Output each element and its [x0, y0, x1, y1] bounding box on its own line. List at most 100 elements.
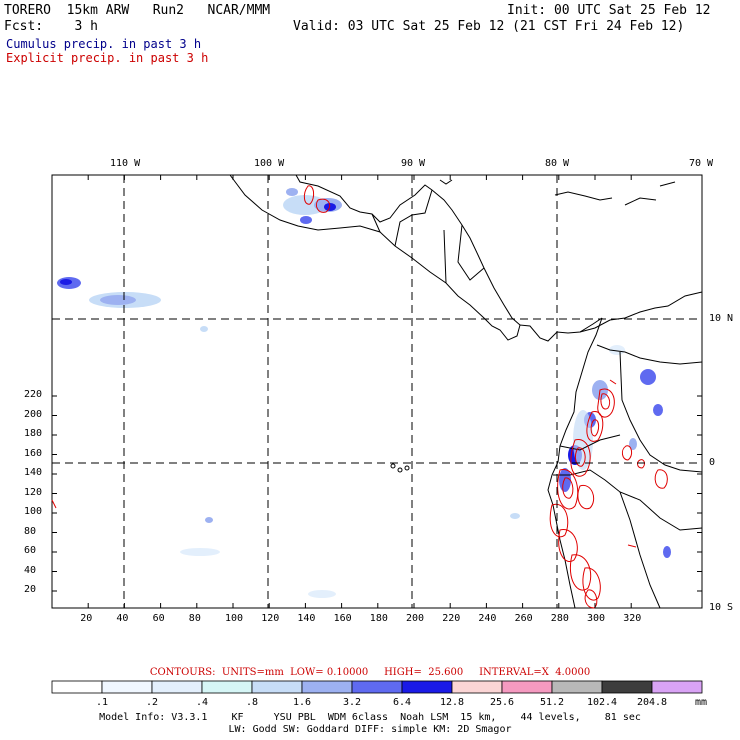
- coastline-caribbean-3: [624, 197, 657, 206]
- contour-info: CONTOURS: UNITS=mm LOW= 0.10000 HIGH= 25…: [149, 667, 591, 678]
- colorbar-swatch: [201, 680, 253, 694]
- precip-cell: [308, 590, 336, 598]
- contour: [303, 185, 315, 205]
- y-tick-label: 180: [24, 428, 43, 439]
- precip-cell: [205, 517, 213, 523]
- galapagos-2: [397, 467, 403, 473]
- contour: [590, 419, 600, 437]
- precip-cell: [510, 513, 520, 519]
- colorbar-swatch: [651, 680, 703, 694]
- galapagos-3: [404, 465, 410, 471]
- contour: [609, 379, 617, 385]
- model-title: TORERO 15km ARW Run2 NCAR/MMM: [4, 3, 271, 18]
- precip-cell: [573, 410, 593, 470]
- coastline-gulf: [295, 174, 521, 326]
- precip-cell: [180, 548, 220, 556]
- contour: [600, 393, 611, 410]
- y-tick-label: 20: [24, 584, 37, 595]
- y-tick-label: 200: [24, 408, 43, 420]
- latlon-grid: [52, 175, 702, 608]
- lon-label-90w: 90 W: [401, 158, 426, 169]
- border-1: [371, 213, 381, 233]
- colorbar-swatch: [401, 680, 453, 694]
- contour: [557, 469, 579, 510]
- x-tick-label: 300: [587, 613, 606, 624]
- precip-cell: [60, 279, 72, 285]
- x-tick-label: 180: [369, 613, 388, 624]
- contour: [574, 447, 586, 467]
- x-tick-label: 240: [478, 613, 497, 624]
- lon-label-110w: 110 W: [110, 158, 141, 169]
- x-tick-label: 100: [225, 613, 244, 624]
- coastline-caribbean-2: [554, 191, 613, 201]
- coastline-sa-pacific: [547, 317, 603, 609]
- lat-label-10n: 10 N: [709, 313, 734, 324]
- precip-cell: [653, 404, 663, 416]
- explicit-legend-label: Explicit precip. in past 3 h: [6, 51, 209, 65]
- colorbar-swatch: [601, 680, 653, 694]
- y-tick-label: 220: [24, 389, 43, 400]
- precip-cell: [283, 195, 327, 215]
- precip-shading: [57, 188, 671, 598]
- y-tick-label: 140: [24, 467, 43, 478]
- x-tick-label: 320: [623, 613, 642, 624]
- contour: [315, 198, 331, 213]
- contour: [584, 589, 598, 609]
- colorbar-label: 25.6: [489, 697, 515, 708]
- forecast-hour: Fcst: 3 h: [4, 19, 98, 34]
- y-tick-label: 40: [24, 564, 37, 576]
- colorbar-label: .8: [245, 697, 259, 708]
- precip-cell: [200, 326, 208, 332]
- lat-label-10s: 10 S: [709, 602, 734, 613]
- x-ticks: [87, 175, 632, 608]
- border-9: [619, 491, 661, 609]
- border-5: [596, 344, 703, 365]
- x-tick-label: 160: [333, 613, 352, 624]
- x-tick-label: 20: [80, 613, 93, 624]
- border-7: [559, 434, 621, 451]
- precip-cell: [559, 468, 571, 492]
- colorbar: [51, 680, 703, 694]
- model-info-line2: LW: Godd SW: Goddard DIFF: simple KM: 2D…: [228, 724, 512, 735]
- border-3: [443, 229, 447, 284]
- colorbar-unit: mm: [695, 697, 708, 708]
- colorbar-label: 204.8: [636, 697, 668, 708]
- colorbar-swatch: [101, 680, 153, 694]
- valid-time: Valid: 03 UTC Sat 25 Feb 12 (21 CST Fri …: [293, 19, 685, 34]
- contour: [51, 499, 57, 509]
- galapagos-1: [390, 463, 396, 469]
- y-tick-label: 80: [24, 525, 37, 537]
- model-info-line1: Model Info: V3.3.1 KF YSU PBL WDM 6class…: [99, 712, 641, 723]
- border-4: [457, 224, 485, 281]
- contour: [577, 484, 595, 510]
- contour: [570, 554, 592, 591]
- x-tick-label: 60: [152, 613, 165, 624]
- lon-label-70w: 70 W: [689, 158, 714, 169]
- precip-cell: [609, 345, 625, 355]
- y-tick-label: 100: [24, 506, 43, 517]
- y-tick-label: 60: [24, 545, 37, 556]
- cumulus-legend-label: Cumulus precip. in past 3 h: [6, 37, 202, 51]
- coastline-mexico-pacific: [229, 174, 603, 342]
- colorbar-label: 12.8: [439, 697, 465, 708]
- coastline-sa-north: [579, 291, 703, 333]
- y-tick-label: 120: [24, 486, 43, 498]
- colorbar-swatch: [251, 680, 303, 694]
- x-tick-label: 120: [261, 613, 280, 624]
- lon-label-100w: 100 W: [254, 158, 285, 169]
- x-tick-label: 280: [550, 613, 569, 624]
- x-tick-label: 80: [188, 613, 201, 624]
- init-time: Init: 00 UTC Sat 25 Feb 12: [507, 3, 711, 18]
- colorbar-label: 102.4: [586, 697, 618, 708]
- x-tick-label: 260: [514, 613, 533, 624]
- y-ticks: [52, 395, 702, 592]
- y-tick-label: 160: [24, 447, 43, 459]
- contour: [654, 469, 668, 489]
- precip-cell: [629, 438, 637, 450]
- colorbar-label: 1.6: [292, 697, 312, 708]
- colorbar-swatch: [551, 680, 603, 694]
- contour: [549, 503, 569, 538]
- contour: [621, 445, 633, 461]
- colorbar-label: 3.2: [342, 697, 362, 708]
